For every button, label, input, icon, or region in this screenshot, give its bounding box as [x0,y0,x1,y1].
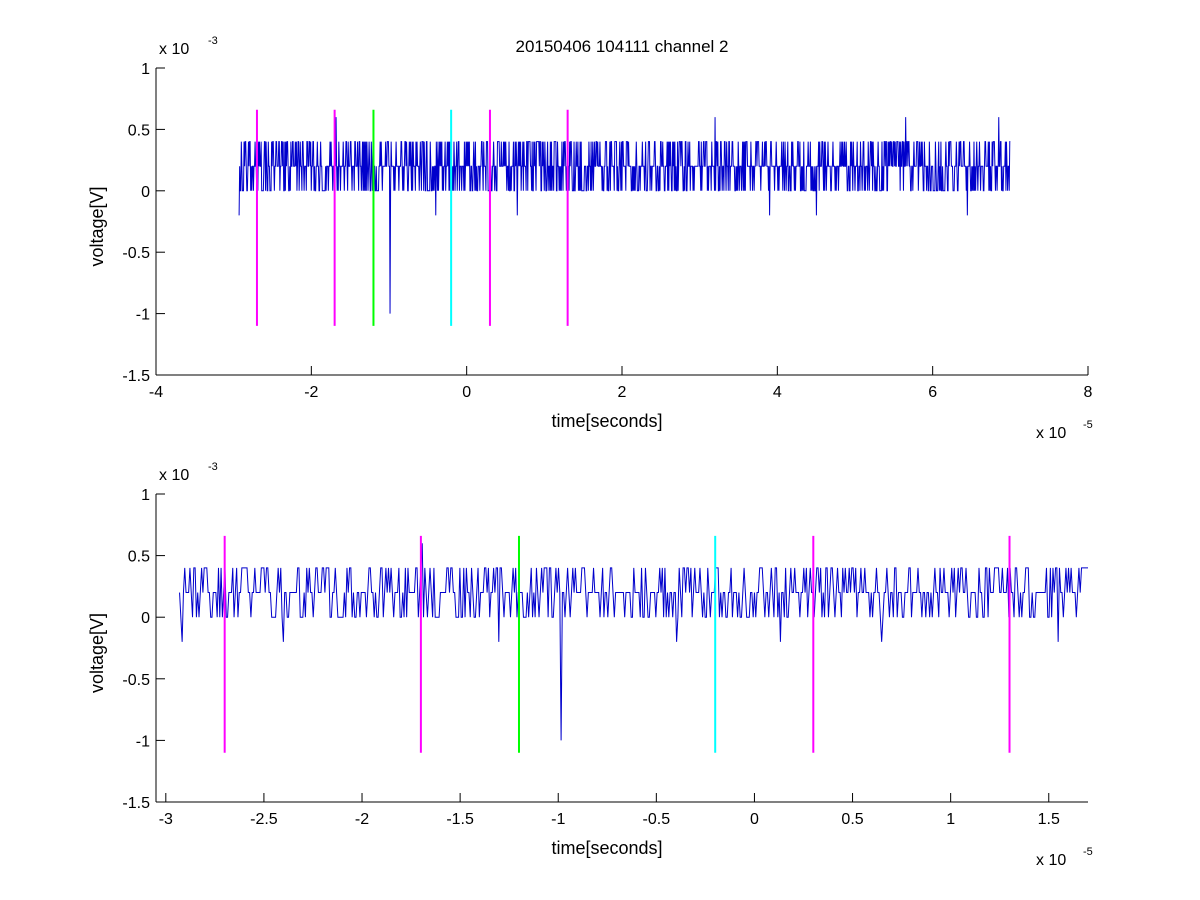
x-tick-label: 4 [773,384,782,401]
x-tick-label: 2 [618,384,627,401]
x-tick-label: 8 [1084,384,1093,401]
x-tick-label: -3 [159,811,173,828]
y-multiplier-exponent: -3 [208,35,218,47]
x-tick-label: -1 [551,811,565,828]
x-tick-label: 0.5 [841,811,863,828]
chart-title: 20150406 104111 channel 2 [515,37,728,56]
top-plot: -4 -2 0 2 4 6 8 -1.5 -1 -0.5 0 0.5 1 x 10 -3 x 10 -5 time… [87,35,1093,442]
x-tick-label: 0 [750,811,759,828]
y-tick-label: -1.5 [122,368,150,385]
x-tick-label: -1.5 [446,811,474,828]
x-axis-label: time[seconds] [551,838,662,858]
x-tick-label: 0 [462,384,471,401]
y-tick-label: 1 [141,61,150,78]
y-tick-label: -1.5 [122,795,150,812]
x-tick-label: 1 [946,811,955,828]
x-tick-label: 6 [928,384,937,401]
y-tick-label: 0 [141,184,150,201]
x-tick-label: -4 [149,384,163,401]
x-multiplier-label: x 10 [1036,852,1066,869]
x-tick-label: -2 [304,384,318,401]
x-tick-label: -0.5 [643,811,671,828]
y-multiplier-label: x 10 [159,41,189,58]
bottom-plot: -3 -2.5 -2 -1.5 -1 -0.5 0 0.5 1 1.5 -1.5 -1 -0.5 0 0.5… [87,461,1093,869]
x-axis-label: time[seconds] [551,411,662,431]
y-tick-label: -1 [136,307,150,324]
x-tick-label: -2 [355,811,369,828]
y-tick-label: 1 [141,487,150,504]
y-multiplier-label: x 10 [159,467,189,484]
y-axis-label: voltage[V] [87,186,107,266]
y-tick-label: 0.5 [128,122,150,139]
x-tick-label: 1.5 [1038,811,1060,828]
x-multiplier-exponent: -5 [1083,846,1093,858]
x-multiplier-exponent: -5 [1083,419,1093,431]
y-tick-label: -0.5 [122,672,150,689]
x-tick-label: -2.5 [250,811,278,828]
y-tick-label: 0.5 [128,549,150,566]
signal-trace [179,543,1088,741]
signal-trace [238,117,1011,314]
plot-area [155,67,1089,376]
y-tick-label: -1 [136,733,150,750]
y-tick-label: -0.5 [122,245,150,262]
y-tick-label: 0 [141,610,150,627]
x-multiplier-label: x 10 [1036,425,1066,442]
y-multiplier-exponent: -3 [208,461,218,473]
plot-area [155,493,1089,803]
y-axis-label: voltage[V] [87,613,107,693]
